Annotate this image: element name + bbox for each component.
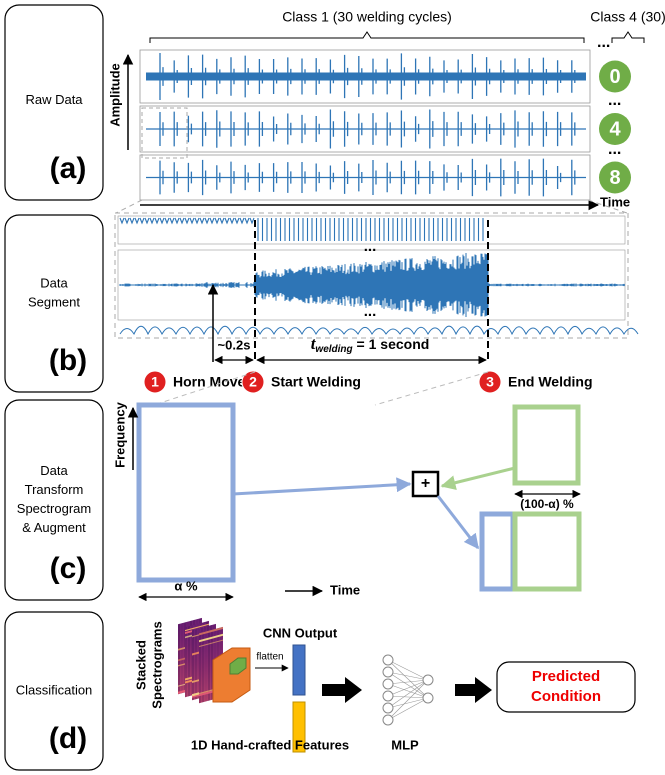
duration-subscript: welding xyxy=(315,344,352,355)
panel-letter: (b) xyxy=(49,344,87,377)
output-label: Condition xyxy=(531,688,601,705)
panel-frames xyxy=(5,5,103,770)
mlp-edge xyxy=(388,680,428,696)
ellipsis: ... xyxy=(608,92,621,109)
offset-label: ~0.2s xyxy=(218,337,251,352)
flow-arrow xyxy=(233,484,410,494)
flow-arrow xyxy=(442,468,515,486)
step-number: 3 xyxy=(486,374,494,390)
zoom-lines xyxy=(116,200,627,213)
mlp-node xyxy=(423,693,433,703)
mlp-edge xyxy=(388,698,428,720)
step-label: End Welding xyxy=(508,374,593,390)
figure: Raw Data (a) Data Segment (b) Data Transform Sp… xyxy=(0,0,665,775)
output-label: Predicted xyxy=(532,668,600,685)
input-label: Stacked xyxy=(133,640,148,690)
operator: + xyxy=(421,475,430,492)
mlp xyxy=(383,655,433,725)
flow-arrow xyxy=(438,496,478,548)
y-axis-label: Frequency xyxy=(112,401,127,468)
duration-label: twelding = 1 second xyxy=(311,334,430,355)
mlp-node xyxy=(383,655,393,665)
panel-labels: Raw Data (a) Data Segment (b) Data Transform Sp… xyxy=(16,92,93,755)
waveform xyxy=(120,326,638,334)
panel-letter: (c) xyxy=(50,552,87,585)
segment-waveforms xyxy=(118,216,638,334)
x-axis-label: Time xyxy=(600,194,630,209)
mlp-node xyxy=(383,667,393,677)
mlp-node xyxy=(383,691,393,701)
alpha-region xyxy=(482,514,513,589)
raw-waveforms: 0 4 8 xyxy=(140,50,631,200)
features-label: 1D Hand-crafted Features xyxy=(191,737,349,752)
input-label: Spectrograms xyxy=(149,621,164,708)
complement-label: (100-α) % xyxy=(520,497,574,511)
mlp-node xyxy=(383,679,393,689)
brace xyxy=(150,32,584,43)
waveform-band xyxy=(146,73,586,81)
step-label: Start Welding xyxy=(271,374,361,390)
flatten-label: flatten xyxy=(256,652,283,663)
panel-letter: (a) xyxy=(50,152,87,185)
mlp-edge xyxy=(388,698,428,708)
panel-label: & Augment xyxy=(22,520,86,535)
ellipsis: ... xyxy=(364,303,377,320)
mlp-edge xyxy=(388,680,428,684)
step-number: 2 xyxy=(249,374,257,390)
sample-label: C1 #23 xyxy=(526,455,568,470)
flow-arrow xyxy=(455,677,492,703)
panel-label: Segment xyxy=(28,294,80,309)
cnn-label: CNN Output xyxy=(263,625,338,640)
alpha-label: α % xyxy=(174,578,198,593)
panel-label: Classification xyxy=(16,682,93,697)
panel-label: Data xyxy=(40,275,68,290)
mlp-node xyxy=(383,715,393,725)
cnn-vector xyxy=(293,645,305,695)
panel-label: Spectrogram xyxy=(17,501,91,516)
spectrogram-texture xyxy=(192,630,194,701)
mlp-node xyxy=(383,703,393,713)
complement-region xyxy=(515,407,578,483)
group-label: Class 1 (30 welding cycles) xyxy=(282,9,452,25)
brace xyxy=(612,32,644,43)
panel-letter: (d) xyxy=(49,722,87,755)
panel-label: Raw Data xyxy=(25,92,83,107)
mlp-label: MLP xyxy=(391,737,419,752)
class-label: 8 xyxy=(609,167,620,189)
sample-label: Class 1 #1 xyxy=(290,549,370,568)
spectrogram-texture xyxy=(195,629,197,700)
alpha-region xyxy=(139,405,233,580)
sample-label: C1 #31 xyxy=(526,566,568,581)
class-label: 0 xyxy=(609,66,620,88)
cnn-block xyxy=(213,648,250,702)
flow-arrow xyxy=(322,677,362,703)
duration-value: = 1 second xyxy=(353,336,430,352)
y-axis-label: Amplitude xyxy=(107,63,122,127)
x-axis-label: Time xyxy=(330,582,360,597)
mlp-edge xyxy=(388,696,428,698)
panel-label: Transform xyxy=(25,482,84,497)
mlp-edge xyxy=(388,660,428,680)
panel-label: Data xyxy=(40,463,68,478)
group-label: Class 4 (30) xyxy=(590,9,665,25)
mlp-node xyxy=(423,675,433,685)
ellipsis: ... xyxy=(597,34,610,51)
ellipsis: ... xyxy=(364,238,377,255)
step-number: 1 xyxy=(151,374,159,390)
class-label: 4 xyxy=(609,118,621,140)
